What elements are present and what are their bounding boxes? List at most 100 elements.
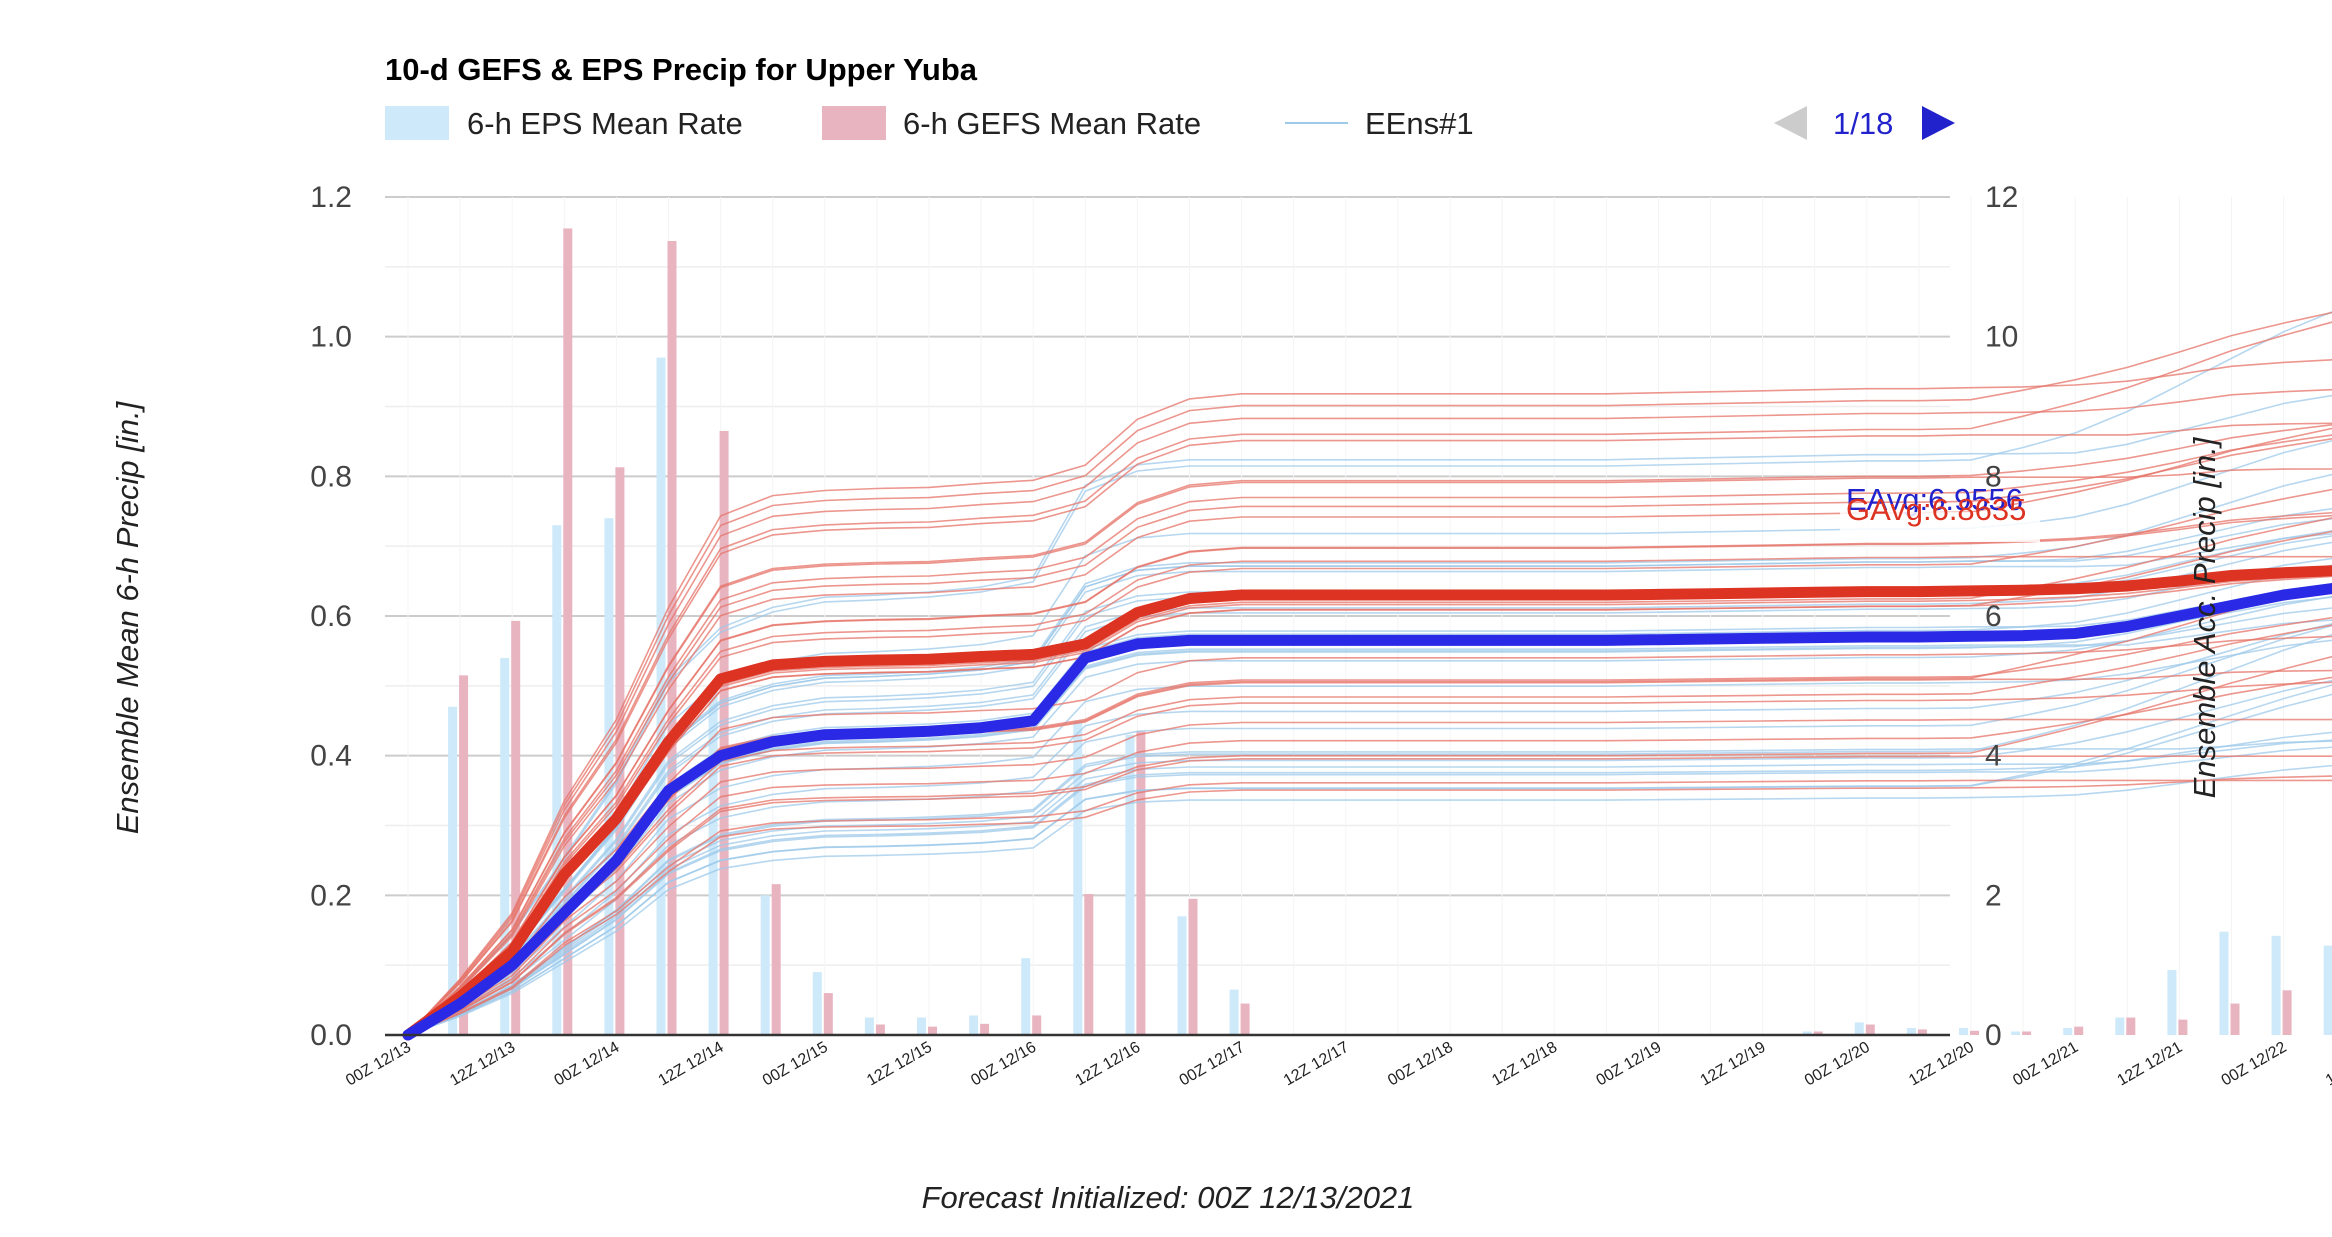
ensemble-line-eps [407, 622, 2332, 1036]
ensemble-line-eps [407, 639, 2332, 1036]
ensemble-line-gefs [407, 718, 2332, 1036]
ensemble-line-eps [407, 607, 2332, 1036]
ensemble-line-eps [407, 595, 2332, 1036]
bar-eps [2011, 1031, 2021, 1035]
bar-gefs [667, 240, 677, 1035]
bar-gefs [459, 675, 469, 1035]
legend-label-eps: 6-h EPS Mean Rate [467, 106, 743, 141]
legend-item-eps[interactable]: 6-h EPS Mean Rate [385, 106, 743, 141]
ensemble-line-gefs [407, 388, 2332, 1036]
x-tick-label: 12Z 12/17 [1281, 1039, 1352, 1090]
legend-item-ens[interactable]: EEns#1 [1285, 106, 1474, 141]
ensemble-line-eps [407, 684, 2332, 1036]
bar-eps [1021, 958, 1031, 1035]
line-gavg [402, 565, 2332, 1041]
y-tick-left: 0.0 [310, 1019, 352, 1052]
bar-eps [2115, 1017, 2125, 1035]
bar-eps [1854, 1022, 1864, 1035]
bar-gefs [1917, 1029, 1927, 1035]
ensemble-line-gefs [407, 655, 2332, 1036]
bar-gefs [2074, 1026, 2084, 1035]
ensemble-line-gefs [407, 574, 2332, 1036]
pager-prev-icon[interactable] [1774, 106, 1807, 140]
ensemble-line-gefs [407, 681, 2332, 1036]
bar-gefs [2282, 990, 2292, 1035]
ensemble-line-gefs [407, 358, 2332, 1036]
line-eavg [402, 583, 2332, 1041]
ensemble-line-eps [407, 764, 2332, 1036]
x-tick-label: 00Z 12/13 [343, 1039, 414, 1090]
x-tick-label: 12Z 12/15 [864, 1039, 935, 1090]
bar-gefs [928, 1026, 937, 1035]
legend-swatch-gefs [822, 106, 886, 140]
ensemble-line-eps [407, 473, 2332, 1036]
bar-gefs [2230, 1003, 2240, 1035]
ensemble-line-eps [407, 624, 2332, 1036]
bar-eps [2063, 1028, 2073, 1035]
bar-gefs [771, 884, 781, 1035]
x-tick-label: 00Z 12/16 [968, 1039, 1039, 1090]
mean-lines [402, 565, 2332, 1041]
y-tick-left: 0.8 [310, 460, 352, 493]
chart-title: 10-d GEFS & EPS Precip for Upper Yuba [385, 52, 978, 87]
pager-text: 1/18 [1833, 106, 1893, 141]
y-tick-left: 1.0 [310, 321, 352, 354]
bar-gefs [1084, 893, 1094, 1035]
ensemble-line-gefs [407, 779, 2332, 1036]
bar-gefs [1865, 1024, 1875, 1035]
annotation-eavg: EAvg:6.9556 [1846, 482, 2023, 517]
ensemble-line-gefs [407, 488, 2332, 1036]
bar-eps [1125, 734, 1135, 1035]
x-tick-label: 00Z 12/22 [2219, 1039, 2290, 1090]
ensemble-line-gefs [407, 311, 2332, 1036]
ensemble-line-gefs [407, 422, 2332, 1036]
legend-swatch-eps [385, 106, 449, 140]
bar-eps [2219, 931, 2229, 1035]
ensemble-line-gefs [407, 468, 2332, 1036]
ensemble-line-gefs [407, 511, 2332, 1036]
ensemble-line-eps [407, 739, 2332, 1036]
bar-gefs [1136, 731, 1146, 1035]
ensemble-line-gefs [407, 530, 2332, 1036]
ensemble-line-gefs [407, 555, 2332, 1036]
legend-pager: 1/18 [1774, 106, 1955, 141]
bar-eps [552, 525, 562, 1035]
x-tick-label: 12Z 12/22 [2323, 1039, 2332, 1090]
y-axis-right-title: Ensemble Acc. Precip [in.] [2187, 436, 2222, 798]
x-tick-label: 12Z 12/16 [1072, 1039, 1143, 1090]
y-tick-left: 0.6 [310, 600, 352, 633]
legend-item-gefs[interactable]: 6-h GEFS Mean Rate [822, 106, 1201, 141]
x-tick-label: 00Z 12/18 [1385, 1039, 1456, 1090]
x-tick-label: 12Z 12/18 [1489, 1039, 1560, 1090]
bar-gefs [615, 467, 625, 1035]
bar-eps [2323, 945, 2332, 1035]
x-axis-title: Forecast Initialized: 00Z 12/13/2021 [922, 1180, 1415, 1215]
y-tick-right: 2 [1985, 879, 2002, 912]
pager-next-icon[interactable] [1922, 106, 1955, 140]
y-tick-right: 4 [1985, 740, 2002, 773]
bar-eps [760, 895, 770, 1035]
bar-eps [1073, 720, 1083, 1035]
bar-eps [969, 1015, 979, 1035]
legend: 6-h EPS Mean Rate 6-h GEFS Mean Rate EEn… [385, 106, 1474, 141]
ensemble-line-eps [407, 633, 2332, 1036]
bar-eps [812, 972, 822, 1035]
ensemble-line-gefs [407, 427, 2332, 1036]
bar-gefs [2022, 1031, 2032, 1035]
x-tick-label: 00Z 12/15 [760, 1039, 831, 1090]
ensemble-line-gefs [407, 755, 2332, 1036]
bar-gefs [875, 1024, 885, 1035]
bar-gefs [823, 993, 833, 1035]
y-tick-right: 6 [1985, 600, 2002, 633]
bar-eps [1959, 1028, 1968, 1035]
x-tick-label: 00Z 12/14 [551, 1039, 622, 1090]
ensemble-line-eps [407, 310, 2332, 1036]
x-tick-label: 12Z 12/20 [1906, 1039, 1977, 1090]
x-tick-label: 00Z 12/19 [1593, 1039, 1664, 1090]
ensemble-line-gefs [407, 424, 2332, 1036]
bar-gefs [2178, 1019, 2188, 1035]
bar-gefs [1240, 1003, 1250, 1035]
y-axis-left-title: Ensemble Mean 6-h Precip [in.] [110, 400, 145, 834]
ensemble-line-eps [407, 394, 2332, 1036]
